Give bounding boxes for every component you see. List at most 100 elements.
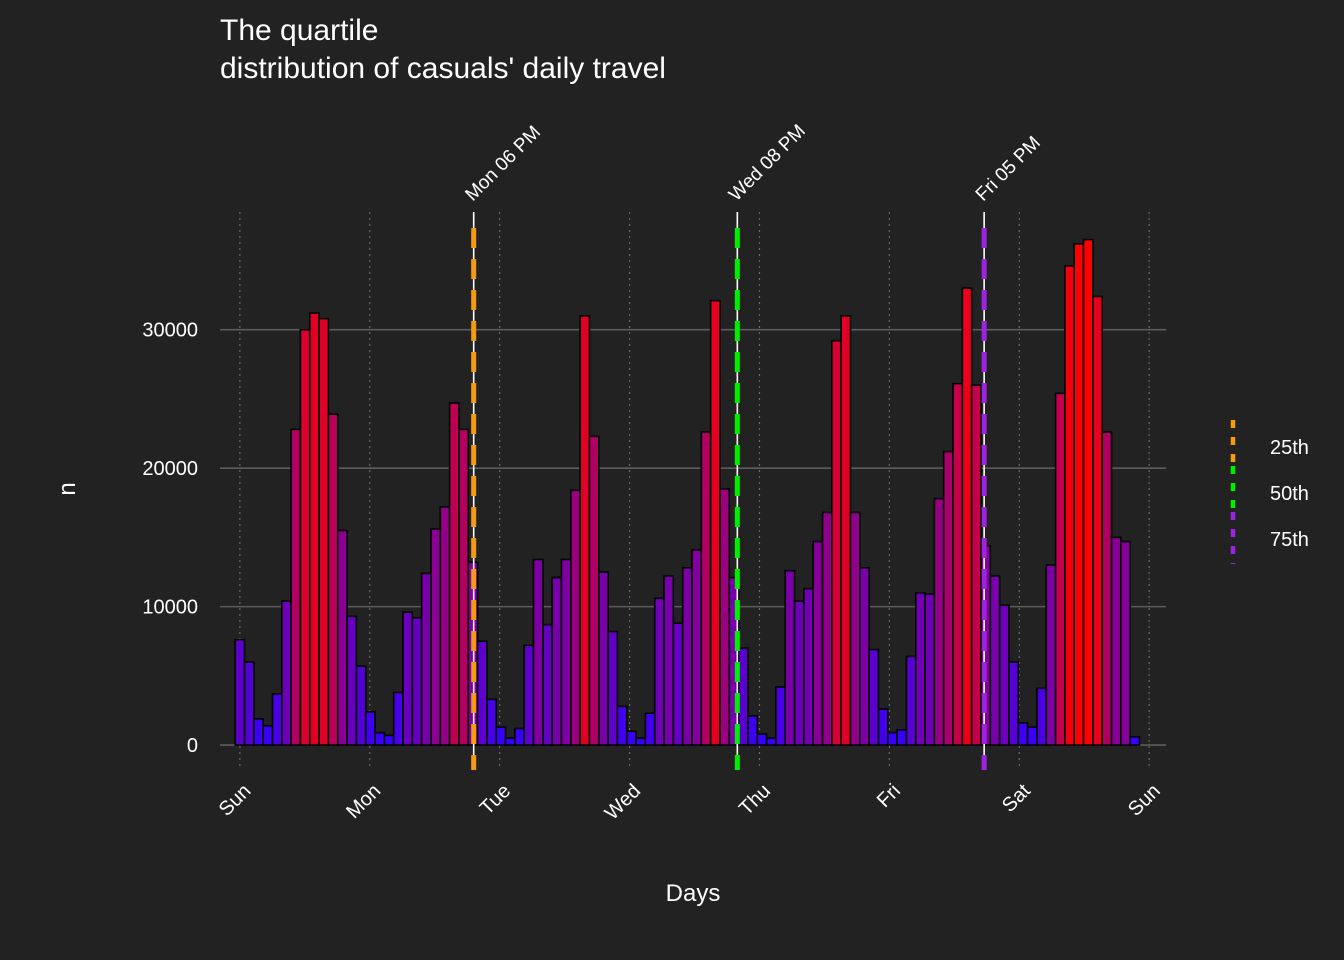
bar [672,622,684,746]
bar [831,339,842,746]
bar [607,630,619,746]
bar [896,729,908,746]
bar [411,616,423,746]
bar [784,569,796,746]
bar [1110,536,1122,746]
bar [1026,726,1038,746]
bar [681,567,693,746]
bar [616,705,628,746]
bar [486,698,498,746]
y-tick-label: 10000 [142,597,198,619]
bar [383,734,395,746]
bar [448,402,460,746]
bar [588,435,600,746]
bar [281,600,292,746]
bar [1092,295,1103,746]
bar [625,730,637,746]
bar [1008,661,1020,746]
bar [271,693,283,746]
bar [355,665,367,746]
x-axis-label: Days [666,880,721,907]
bar [737,647,749,746]
legend: 25th 50th 75th [1230,420,1309,564]
bar [1017,722,1029,746]
bar [1036,687,1048,746]
bar [458,428,470,746]
bars [234,238,1141,746]
legend-label: 25th [1270,437,1309,459]
bar [989,575,1001,746]
bar [560,558,572,746]
y-tick-label: 20000 [142,458,198,480]
bar [299,328,311,746]
bar [821,511,833,746]
bar [374,731,386,746]
bar [859,567,870,746]
legend-label: 75th [1270,529,1309,551]
bar [756,733,768,746]
bar [709,299,721,746]
bar [439,506,451,746]
bar [849,511,861,746]
bar [998,604,1010,746]
bar [868,648,880,746]
bar [1082,238,1094,746]
bar [1101,431,1113,746]
bar [290,428,302,746]
bar [905,655,917,746]
bar [392,691,404,746]
bar [653,597,665,746]
bar [243,661,255,746]
bar [253,717,264,746]
bar [1073,243,1085,746]
bar [532,558,544,746]
bar [308,312,320,746]
bar [542,623,553,746]
legend-label: 50th [1270,483,1309,505]
bar [775,686,787,746]
bar [924,593,936,746]
bar [504,737,516,746]
bar [597,571,609,746]
bar [933,497,945,746]
bar [570,489,581,746]
bar [691,549,703,746]
bar [523,644,535,746]
bar [579,315,591,746]
bar [961,287,973,746]
y-tick-label: 0 [187,735,198,757]
bar [1054,392,1066,746]
bar [430,528,442,746]
bar [952,382,964,746]
bar [420,572,432,746]
bar [514,727,526,746]
bar [942,450,954,746]
bar [635,737,647,746]
bar [765,737,777,746]
bar [1129,735,1141,746]
y-axis-label: n [54,482,81,495]
bar [803,587,814,746]
bar [262,724,274,746]
bar [327,413,339,746]
bar [495,726,507,746]
bar [1064,265,1076,746]
y-tick-label: 30000 [142,320,198,342]
chart-title-line-1: The quartile [220,14,378,47]
bar [476,640,488,746]
bar [644,712,656,746]
bar [914,591,926,746]
bar [812,540,824,746]
bar [877,708,889,746]
bar [364,711,376,746]
bar [970,384,982,746]
bar [700,431,712,746]
y-axis-ticks: 0 10000 20000 30000 [142,320,198,757]
bar [234,639,246,746]
bar [719,488,731,746]
bar [402,611,414,746]
bar [793,600,805,746]
bar [318,317,330,746]
